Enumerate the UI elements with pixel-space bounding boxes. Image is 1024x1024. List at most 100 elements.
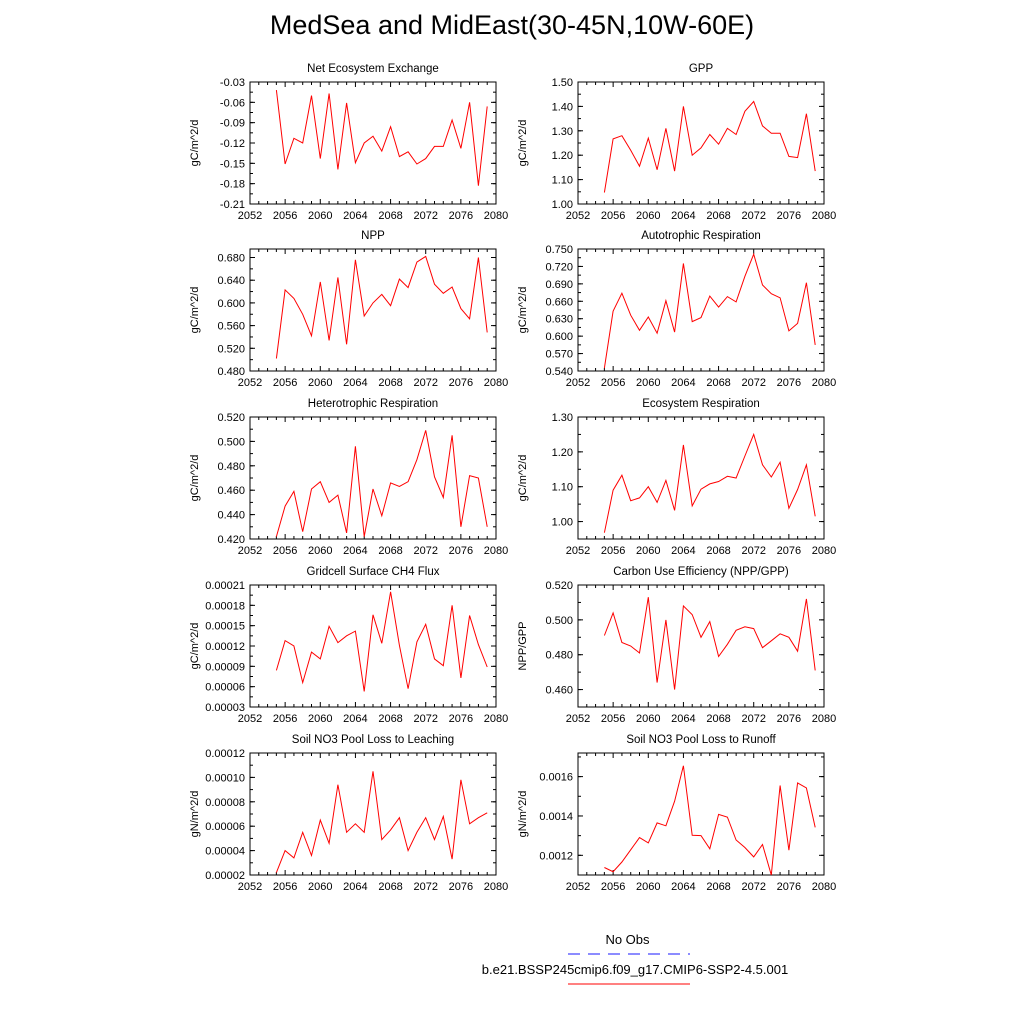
panel-1: Net Ecosystem Exchange gC/m^2/d 2052 2056 20… (189, 63, 508, 222)
y-tick-label: -0.03 (220, 77, 245, 89)
series-line (275, 90, 488, 186)
x-tick-label: 2068 (378, 377, 402, 389)
y-tick-label: -0.21 (220, 199, 245, 211)
y-tick-label: 0.480 (217, 461, 245, 473)
y-tick-label: -0.12 (220, 138, 245, 150)
y-tick-label: 0.680 (217, 253, 245, 265)
x-tick-label: 2076 (449, 210, 473, 222)
y-tick-label: 0.560 (217, 321, 245, 333)
x-tick-label: 2056 (273, 377, 297, 389)
x-tick-label: 2072 (413, 210, 437, 222)
x-tick-label: 2076 (449, 881, 473, 893)
x-tick-label: 2060 (636, 210, 660, 222)
x-tick-label: 2052 (238, 713, 262, 725)
x-tick-label: 2060 (636, 545, 660, 557)
y-tick-label: 0.480 (545, 650, 573, 662)
legend-no-obs-label: No Obs (605, 932, 650, 947)
x-tick-label: 2056 (601, 377, 625, 389)
x-tick-label: 2052 (238, 377, 262, 389)
series-line (275, 255, 488, 359)
x-tick-label: 2052 (566, 210, 590, 222)
y-axis-label: gC/m^2/d (189, 455, 201, 502)
x-tick-label: 2072 (741, 545, 765, 557)
y-tick-label: -0.09 (220, 118, 245, 130)
y-tick-label: 0.520 (217, 343, 245, 355)
panel-8: Carbon Use Efficiency (NPP/GPP) NPP/GPP 20… (517, 566, 836, 725)
y-tick-label: -0.18 (220, 179, 245, 191)
x-tick-label: 2068 (378, 881, 402, 893)
y-tick-label: 0.520 (217, 412, 245, 424)
x-tick-label: 2060 (308, 881, 332, 893)
x-tick-label: 2068 (378, 545, 402, 557)
x-tick-label: 2060 (308, 377, 332, 389)
x-tick-label: 2076 (777, 881, 801, 893)
series-line (603, 432, 816, 533)
figure-title: MedSea and MidEast(30-45N,10W-60E) (269, 10, 755, 40)
x-tick-label: 2068 (706, 545, 730, 557)
x-tick-label: 2064 (671, 713, 695, 725)
y-tick-label: 0.540 (545, 366, 573, 378)
x-tick-label: 2080 (484, 545, 508, 557)
y-tick-label: 1.50 (552, 77, 573, 89)
x-tick-label: 2052 (566, 545, 590, 557)
x-tick-label: 2076 (449, 545, 473, 557)
x-tick-label: 2068 (706, 881, 730, 893)
panel-title: Carbon Use Efficiency (NPP/GPP) (613, 566, 789, 578)
x-tick-label: 2064 (343, 210, 367, 222)
x-tick-label: 2080 (812, 881, 836, 893)
x-tick-label: 2068 (706, 377, 730, 389)
panel-10: Soil NO3 Pool Loss to Runoff gN/m^2/d 2052… (517, 734, 836, 893)
y-tick-label: 0.570 (545, 349, 573, 361)
y-tick-label: 1.30 (552, 126, 573, 138)
y-tick-label: 0.660 (545, 296, 573, 308)
plot-frame (577, 752, 825, 876)
y-axis-label: gC/m^2/d (517, 120, 529, 167)
x-tick-label: 2072 (741, 881, 765, 893)
series-line (604, 765, 816, 876)
y-tick-label: 0.0014 (539, 811, 573, 823)
panel-3: NPP gC/m^2/d 2052 2056 2060 2064 2068 2072 2076 2… (189, 230, 508, 389)
plot-frame (249, 584, 497, 708)
x-tick-label: 2072 (741, 210, 765, 222)
y-tick-label: 1.40 (552, 101, 573, 113)
panel-title: Ecosystem Respiration (642, 398, 760, 410)
y-axis-label: gC/m^2/d (517, 287, 529, 334)
series-line (603, 100, 816, 193)
x-tick-label: 2080 (484, 377, 508, 389)
x-tick-label: 2072 (413, 545, 437, 557)
y-tick-label: 1.10 (552, 175, 573, 187)
x-tick-label: 2056 (273, 210, 297, 222)
y-tick-label: 0.00006 (205, 682, 245, 694)
y-tick-label: 0.00009 (205, 661, 245, 673)
y-tick-label: 0.690 (545, 279, 573, 291)
panel-title: Soil NO3 Pool Loss to Leaching (292, 734, 454, 746)
panel-title: Heterotrophic Respiration (308, 398, 438, 410)
plot-frame (249, 248, 497, 372)
y-tick-label: 0.00012 (205, 641, 245, 653)
x-tick-label: 2052 (238, 881, 262, 893)
plot-frame (577, 584, 825, 708)
y-tick-label: 0.420 (217, 534, 245, 546)
x-tick-label: 2060 (308, 210, 332, 222)
x-tick-label: 2064 (343, 377, 367, 389)
y-tick-label: 0.00018 (205, 600, 245, 612)
x-tick-label: 2072 (741, 713, 765, 725)
y-tick-label: -0.06 (220, 97, 245, 109)
y-axis-label: gC/m^2/d (189, 120, 201, 167)
x-tick-label: 2064 (671, 545, 695, 557)
series-line (275, 771, 488, 873)
y-tick-label: 0.00004 (205, 846, 245, 858)
x-tick-label: 2076 (777, 713, 801, 725)
y-tick-label: 1.00 (552, 199, 573, 211)
legend-run-line (568, 983, 690, 985)
y-axis-label: gN/m^2/d (517, 791, 529, 838)
x-tick-label: 2076 (777, 545, 801, 557)
x-tick-label: 2056 (273, 881, 297, 893)
plot-frame (249, 416, 497, 540)
x-tick-label: 2080 (812, 545, 836, 557)
y-tick-label: 0.600 (545, 331, 573, 343)
x-tick-label: 2068 (378, 210, 402, 222)
x-tick-label: 2068 (706, 713, 730, 725)
y-tick-label: 0.460 (217, 485, 245, 497)
